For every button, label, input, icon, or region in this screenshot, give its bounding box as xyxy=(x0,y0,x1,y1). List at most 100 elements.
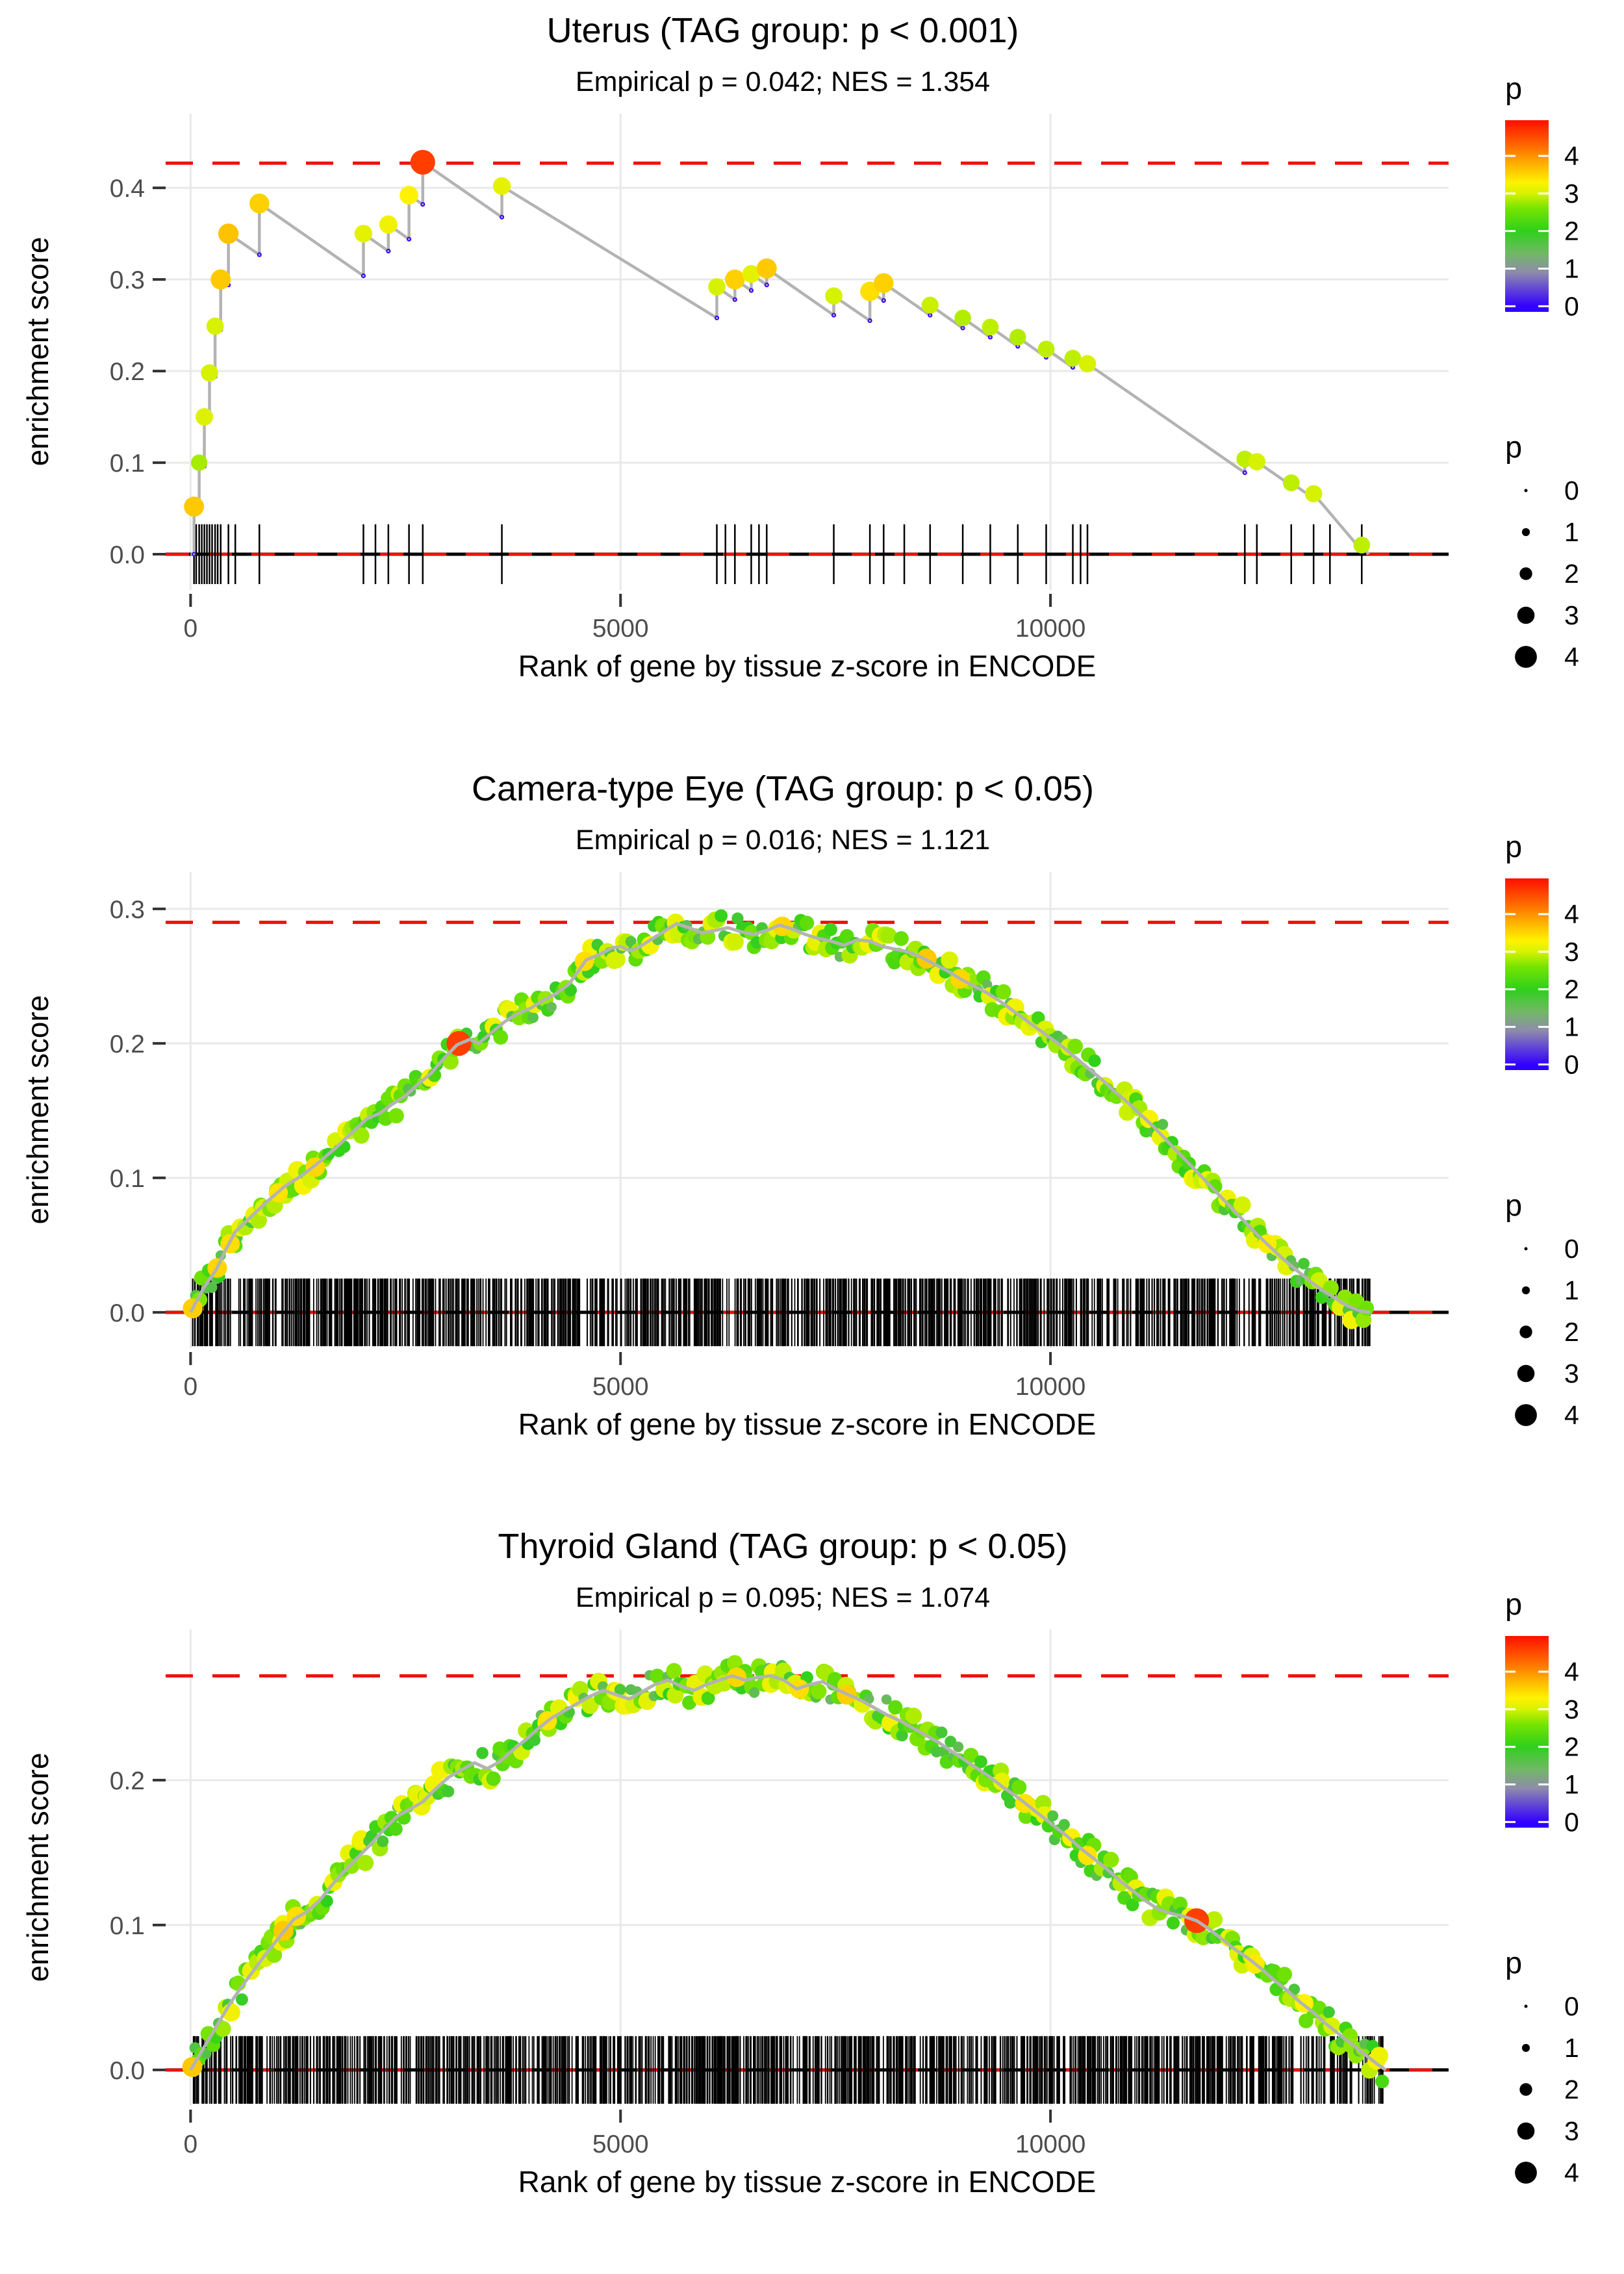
x-axis-title: Rank of gene by tissue z-score in ENCODE xyxy=(518,2165,1097,2199)
size-legend: p 0 1 2 3 4 xyxy=(1505,1945,1579,2188)
x-axis: 0 5000 10000 xyxy=(184,594,1085,643)
svg-text:0.1: 0.1 xyxy=(110,1912,145,1940)
gene-rug xyxy=(192,1278,1371,1346)
camera-type-eye-enrichment-chart: 0 5000 10000 0.0 0.1 0.2 0.3 p 4 3 2 1 0 p 0 1 2 3 4 xyxy=(110,829,1579,1430)
size-legend: p 0 1 2 3 4 xyxy=(1505,429,1579,672)
svg-text:0.0: 0.0 xyxy=(110,1299,145,1327)
svg-text:0.4: 0.4 xyxy=(110,175,145,203)
svg-text:2: 2 xyxy=(1564,1732,1579,1762)
color-legend-bar xyxy=(1505,120,1549,312)
svg-text:2: 2 xyxy=(1564,2075,1579,2104)
y-axis: 0.0 0.1 0.2 xyxy=(110,1767,166,2085)
svg-text:1: 1 xyxy=(1564,1012,1579,1041)
svg-text:0.0: 0.0 xyxy=(110,2057,145,2085)
panel-subtitle: Empirical p = 0.016; NES = 1.121 xyxy=(575,824,991,856)
grid xyxy=(166,114,1449,590)
svg-text:3: 3 xyxy=(1564,1694,1579,1724)
gene-points-dense xyxy=(189,1655,1389,2089)
svg-text:3: 3 xyxy=(1564,179,1579,209)
svg-text:0.2: 0.2 xyxy=(110,1030,145,1058)
svg-text:10000: 10000 xyxy=(1015,1373,1085,1401)
svg-text:0.1: 0.1 xyxy=(110,1165,145,1193)
svg-text:0.1: 0.1 xyxy=(110,450,145,478)
svg-text:10000: 10000 xyxy=(1015,615,1085,643)
svg-text:3: 3 xyxy=(1564,937,1579,967)
svg-text:0.3: 0.3 xyxy=(110,266,145,294)
y-axis: 0.0 0.1 0.2 0.3 0.4 xyxy=(110,175,166,569)
svg-text:5000: 5000 xyxy=(592,2130,649,2158)
uterus-enrichment-chart: 0 5000 10000 0.0 0.1 0.2 0.3 0.4 p 4 3 2 1 0 p 0 1 2 3 4 xyxy=(110,71,1579,672)
svg-text:0: 0 xyxy=(1564,1807,1579,1837)
size-legend-title: p xyxy=(1505,1188,1522,1222)
panel-title: Camera-type Eye (TAG group: p < 0.05) xyxy=(472,769,1094,808)
gene-rug xyxy=(192,2036,1384,2104)
svg-text:5000: 5000 xyxy=(592,615,649,643)
gene-hit-points xyxy=(184,149,1371,554)
size-legend: p 0 1 2 3 4 xyxy=(1505,1188,1579,1430)
svg-text:2: 2 xyxy=(1564,975,1579,1004)
svg-text:4: 4 xyxy=(1564,1400,1579,1430)
color-legend: p 4 3 2 1 0 xyxy=(1505,71,1579,321)
color-legend-bar xyxy=(1505,1636,1549,1828)
svg-text:0.3: 0.3 xyxy=(110,896,145,924)
svg-text:4: 4 xyxy=(1564,2158,1579,2188)
svg-text:3: 3 xyxy=(1564,600,1579,630)
svg-text:0: 0 xyxy=(1564,1991,1579,2021)
y-axis: 0.0 0.1 0.2 0.3 xyxy=(110,896,166,1327)
color-legend-bar xyxy=(1505,878,1549,1070)
panel-title: Thyroid Gland (TAG group: p < 0.05) xyxy=(498,1527,1068,1566)
svg-text:4: 4 xyxy=(1564,642,1579,672)
gene-points-highlight xyxy=(183,916,1277,1319)
color-legend: p 4 3 2 1 0 xyxy=(1505,829,1579,1079)
gene-points-dense xyxy=(190,909,1375,1329)
size-legend-title: p xyxy=(1505,429,1522,464)
svg-text:3: 3 xyxy=(1564,2116,1579,2146)
svg-text:1: 1 xyxy=(1564,517,1579,547)
svg-text:0: 0 xyxy=(1564,291,1579,321)
color-legend-title: p xyxy=(1505,71,1522,105)
gsea-panel-uterus: Uterus (TAG group: p < 0.001) Empirical … xyxy=(0,0,1624,758)
svg-text:0: 0 xyxy=(184,1373,198,1401)
running-enrichment-line xyxy=(190,160,1370,556)
svg-text:1: 1 xyxy=(1564,2033,1579,2063)
svg-text:2: 2 xyxy=(1564,216,1579,246)
svg-text:5000: 5000 xyxy=(592,1373,649,1401)
thyroid-gland-enrichment-chart: 0 5000 10000 0.0 0.1 0.2 p 4 3 2 1 0 p 0 1 2 3 4 xyxy=(110,1587,1579,2188)
svg-text:2: 2 xyxy=(1564,559,1579,589)
svg-text:0.0: 0.0 xyxy=(110,541,145,569)
panel-subtitle: Empirical p = 0.042; NES = 1.354 xyxy=(575,66,991,97)
svg-text:0.2: 0.2 xyxy=(110,358,145,386)
gsea-panel-camera-type-eye: Camera-type Eye (TAG group: p < 0.05) Em… xyxy=(0,758,1624,1516)
svg-text:1: 1 xyxy=(1564,1769,1579,1799)
color-legend-title: p xyxy=(1505,829,1522,863)
x-axis-title: Rank of gene by tissue z-score in ENCODE xyxy=(518,1407,1097,1441)
gsea-panel-thyroid-gland: Thyroid Gland (TAG group: p < 0.05) Empi… xyxy=(0,1516,1624,2274)
svg-text:4: 4 xyxy=(1564,1657,1579,1687)
gene-rug xyxy=(193,524,1363,585)
color-legend: p 4 3 2 1 0 xyxy=(1505,1587,1579,1837)
svg-text:0: 0 xyxy=(1564,1234,1579,1264)
svg-text:0: 0 xyxy=(1564,476,1579,505)
size-legend-title: p xyxy=(1505,1945,1522,1980)
svg-text:4: 4 xyxy=(1564,899,1579,929)
svg-text:0: 0 xyxy=(184,615,198,643)
color-legend-title: p xyxy=(1505,1587,1522,1621)
running-enrichment-line xyxy=(189,1674,1387,2071)
svg-text:1: 1 xyxy=(1564,1275,1579,1305)
valley-points xyxy=(192,201,1364,557)
svg-text:0: 0 xyxy=(184,2130,198,2158)
svg-text:10000: 10000 xyxy=(1015,2130,1085,2158)
svg-text:1: 1 xyxy=(1564,253,1579,283)
svg-text:0.2: 0.2 xyxy=(110,1767,145,1795)
x-axis-title: Rank of gene by tissue z-score in ENCODE xyxy=(518,649,1097,683)
svg-text:4: 4 xyxy=(1564,141,1579,171)
x-axis: 0 5000 10000 xyxy=(184,2110,1085,2158)
x-axis: 0 5000 10000 xyxy=(184,1352,1085,1401)
panel-subtitle: Empirical p = 0.095; NES = 1.074 xyxy=(575,1582,991,1613)
panel-title: Uterus (TAG group: p < 0.001) xyxy=(546,11,1019,50)
svg-text:3: 3 xyxy=(1564,1359,1579,1388)
running-enrichment-line xyxy=(189,922,1371,1314)
svg-text:2: 2 xyxy=(1564,1317,1579,1347)
svg-text:0: 0 xyxy=(1564,1049,1579,1079)
